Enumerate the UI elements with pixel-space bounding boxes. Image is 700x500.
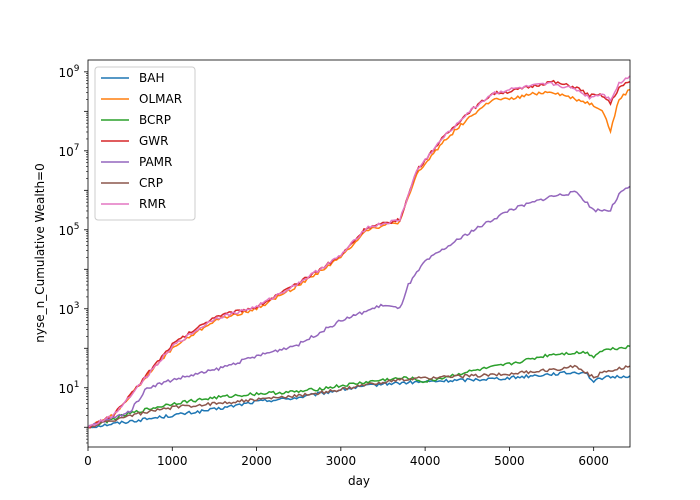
legend-label-bah: BAH xyxy=(139,71,164,85)
y-tick-label: 103 xyxy=(58,301,79,317)
x-tick-label: 5000 xyxy=(494,454,525,468)
legend-label-crp: CRP xyxy=(139,176,163,190)
legend-label-pamr: PAMR xyxy=(139,155,172,169)
x-tick-label: 1000 xyxy=(157,454,188,468)
legend-label-gwr: GWR xyxy=(139,134,169,148)
x-tick-label: 2000 xyxy=(241,454,272,468)
y-tick-label: 109 xyxy=(58,64,79,80)
y-tick-label: 107 xyxy=(58,143,79,159)
series-line-gwr xyxy=(87,79,631,429)
series-line-rmr xyxy=(87,75,631,428)
x-tick-label: 0 xyxy=(84,454,92,468)
legend: BAH OLMAR BCRP GWR PAMR CRP RMR xyxy=(94,66,196,221)
y-tick-label: 105 xyxy=(58,222,79,238)
x-tick-label: 6000 xyxy=(578,454,609,468)
series-layer xyxy=(87,75,631,429)
y-axis: 101 103 105 107 109 xyxy=(58,64,88,444)
series-line-pamr xyxy=(87,185,631,428)
x-axis: 0 1000 2000 3000 4000 5000 6000 xyxy=(84,447,609,468)
plot-frame xyxy=(87,59,631,448)
x-tick-label: 4000 xyxy=(410,454,441,468)
legend-label-olmar: OLMAR xyxy=(139,92,182,106)
y-tick-label: 101 xyxy=(58,380,79,396)
legend-box xyxy=(94,66,196,221)
series-line-olmar xyxy=(87,88,631,429)
legend-label-bcrp: BCRP xyxy=(139,113,171,127)
series-line-bcrp xyxy=(87,344,631,429)
y-axis-label: nyse_n_Cumulative Wealth=0 xyxy=(33,163,47,342)
x-axis-label: day xyxy=(348,474,370,488)
legend-label-rmr: RMR xyxy=(139,197,166,211)
x-tick-label: 3000 xyxy=(326,454,357,468)
series-line-crp xyxy=(87,364,631,428)
